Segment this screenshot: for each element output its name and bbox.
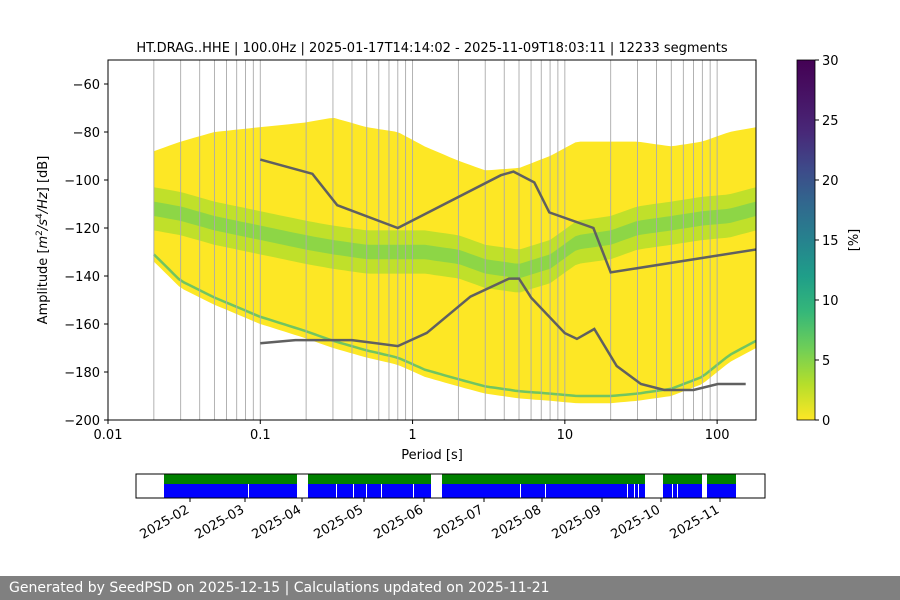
footer-bar: Generated by SeedPSD on 2025-12-15 | Cal…	[0, 576, 900, 600]
colorbar-tick-label: 5	[822, 354, 830, 369]
y-tick-label: −100	[64, 174, 100, 189]
x-axis-ticks: 0.01 0.1 1 10 100	[94, 420, 730, 443]
y-tick-label: −60	[73, 78, 100, 93]
coverage-gaps	[248, 474, 707, 498]
chart-title: HT.DRAG..HHE | 100.0Hz | 2025-01-17T14:1…	[136, 41, 728, 56]
colorbar-gradient	[796, 59, 816, 421]
coverage-gap	[366, 484, 367, 498]
coverage-tick-label: 2025-03	[192, 502, 247, 542]
density-mode	[153, 187, 756, 293]
x-axis-label: Period [s]	[401, 448, 463, 463]
processed-bar	[164, 474, 736, 484]
coverage-strip: 2025-02 2025-03 2025-04 2025-05 2025-06 2025-…	[135, 473, 766, 543]
colorbar-tick-label: 25	[822, 114, 839, 129]
coverage-gap	[431, 474, 434, 498]
coverage-gap	[545, 484, 546, 498]
coverage-tick-label: 2025-04	[249, 502, 304, 542]
plot-frame	[107, 59, 757, 421]
coverage-gap	[381, 484, 382, 498]
footer-text: Generated by SeedPSD on 2025-12-15 | Cal…	[9, 580, 550, 596]
coverage-gap	[702, 474, 707, 498]
coverage-gap	[672, 484, 673, 498]
colorbar-ticks: 0 5 10 15 20 25 30	[815, 54, 839, 429]
y-axis-ticks: −60 −80 −100 −120 −140 −160 −180 −200	[64, 78, 108, 429]
x-tick-label: 10	[557, 428, 574, 443]
coverage-frame	[135, 473, 766, 499]
coverage-tick-label: 2025-10	[608, 502, 663, 542]
colorbar: 0 5 10 15 20 25 30 [%]	[796, 54, 862, 429]
colorbar-tick-label: 30	[822, 54, 839, 69]
coverage-gap	[520, 484, 521, 498]
coverage-tick-label: 2025-08	[489, 502, 544, 542]
coverage-gap	[638, 484, 639, 498]
coverage-tick-label: 2025-07	[431, 502, 486, 542]
coverage-gap	[248, 484, 249, 498]
psd-density-band	[152, 118, 756, 404]
colorbar-tick-label: 15	[822, 234, 839, 249]
y-axis-label: Amplitude [m2/s4/Hz] [dB]	[35, 156, 51, 325]
coverage-gap	[627, 484, 628, 498]
coverage-tick-label: 2025-09	[549, 502, 604, 542]
coverage-tick-label: 2025-11	[667, 502, 722, 542]
x-tick-label: 1	[408, 428, 416, 443]
x-tick-label: 0.1	[250, 428, 271, 443]
colorbar-tick-label: 20	[822, 174, 839, 189]
coverage-gap	[434, 474, 442, 498]
psd-plot-area: 0.01 0.1 1 10 100 −60 −80 −100 −120 −140 −160 −180…	[64, 59, 757, 443]
coverage-tick-label: 2025-06	[371, 502, 426, 542]
coverage-gap	[297, 474, 308, 498]
colorbar-label: [%]	[847, 229, 862, 252]
coverage-gap	[634, 484, 635, 498]
y-tick-label: −140	[64, 270, 100, 285]
colorbar-tick-label: 0	[822, 414, 830, 429]
y-tick-label: −120	[64, 222, 100, 237]
y-tick-label: −160	[64, 318, 100, 333]
y-tick-label: −80	[73, 126, 100, 141]
y-tick-label: −180	[64, 366, 100, 381]
x-tick-label: 100	[705, 428, 730, 443]
coverage-tick-label: 2025-05	[311, 502, 366, 542]
x-tick-label: 0.01	[94, 428, 123, 443]
coverage-gap	[677, 484, 678, 498]
period-grid	[153, 60, 718, 420]
coverage-tick-label: 2025-02	[137, 502, 192, 542]
y-tick-label: −200	[64, 414, 100, 429]
colorbar-tick-label: 10	[822, 294, 839, 309]
nlnm-curve	[260, 277, 746, 392]
density-lower-edge	[152, 253, 756, 398]
coverage-gap	[645, 474, 663, 498]
coverage-gap	[353, 484, 354, 498]
coverage-gap	[336, 484, 337, 498]
coverage-date-ticks: 2025-02 2025-03 2025-04 2025-05 2025-06 2025-…	[137, 498, 722, 543]
coverage-gap	[413, 484, 414, 498]
density-peak	[153, 201, 756, 278]
nhnm-curve	[259, 158, 756, 274]
